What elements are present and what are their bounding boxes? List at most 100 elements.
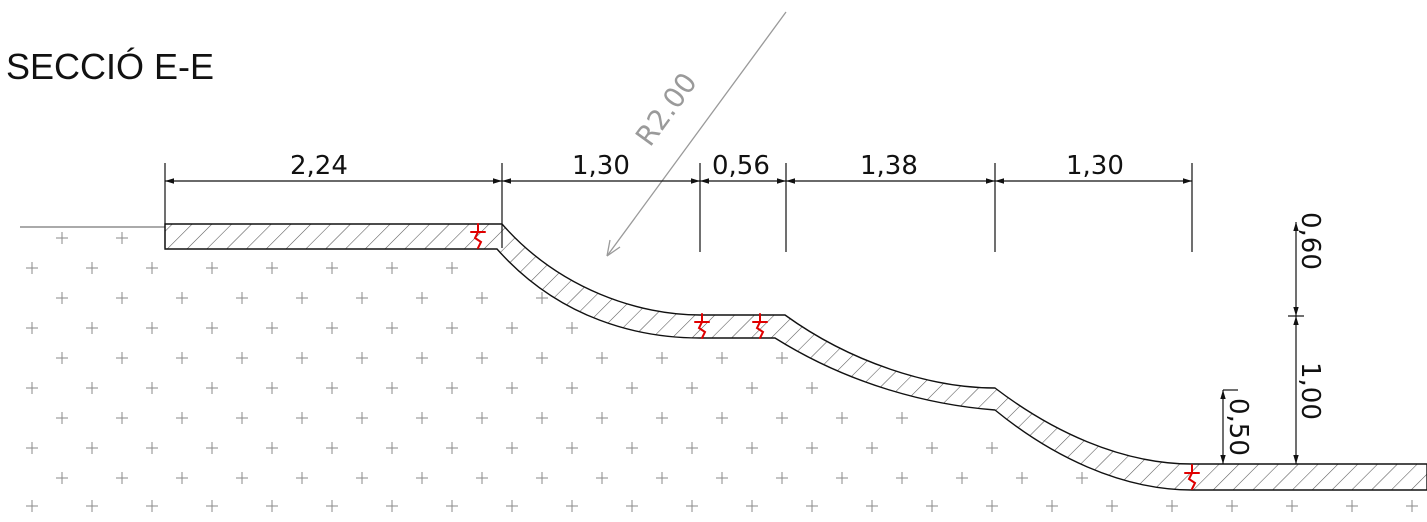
ground-cross-mark bbox=[26, 500, 38, 512]
ground-cross-mark bbox=[1226, 500, 1238, 512]
ground-cross-mark bbox=[1076, 472, 1088, 484]
ground-cross-mark bbox=[26, 382, 38, 394]
radius-leader: R2.00 bbox=[606, 11, 787, 257]
ground-cross-mark bbox=[326, 382, 338, 394]
dim-height-1: 0,60 bbox=[1295, 212, 1325, 270]
ground-cross-mark bbox=[656, 352, 668, 364]
ground-cross-mark bbox=[356, 292, 368, 304]
ground-cross-mark bbox=[626, 382, 638, 394]
ground-cross-mark bbox=[146, 500, 158, 512]
ground-cross-mark bbox=[86, 442, 98, 454]
ground-cross-mark bbox=[596, 352, 608, 364]
ground-cross-mark bbox=[446, 262, 458, 274]
ground-cross-mark bbox=[656, 412, 668, 424]
ground-cross-mark bbox=[506, 322, 518, 334]
ground-cross-mark bbox=[1286, 500, 1298, 512]
section-title: SECCIÓ E-E bbox=[6, 46, 215, 87]
ground-cross-mark bbox=[56, 352, 68, 364]
horizontal-dimensions bbox=[164, 163, 1193, 252]
ground-cross-mark bbox=[686, 500, 698, 512]
ground-cross-mark bbox=[86, 500, 98, 512]
ground-cross-mark bbox=[116, 292, 128, 304]
ground-cross-mark bbox=[446, 442, 458, 454]
ground-cross-mark bbox=[266, 382, 278, 394]
ground-cross-mark bbox=[656, 472, 668, 484]
dim-width-4: 1,38 bbox=[860, 151, 918, 181]
ground-cross-mark bbox=[56, 292, 68, 304]
ground-cross-mark bbox=[416, 412, 428, 424]
ground-cross-mark bbox=[746, 500, 758, 512]
ground-cross-mark bbox=[566, 500, 578, 512]
ground-cross-mark bbox=[356, 412, 368, 424]
ground-cross-mark bbox=[446, 322, 458, 334]
ground-cross-mark bbox=[626, 442, 638, 454]
ground-cross-mark bbox=[446, 500, 458, 512]
ground-cross-mark bbox=[806, 500, 818, 512]
ground-cross-mark bbox=[86, 382, 98, 394]
dim-width-3: 0,56 bbox=[712, 151, 770, 181]
ground-cross-mark bbox=[386, 500, 398, 512]
ground-cross-mark bbox=[206, 322, 218, 334]
ground-cross-mark bbox=[236, 352, 248, 364]
ground-cross-mark bbox=[1406, 500, 1418, 512]
ground-cross-mark bbox=[836, 412, 848, 424]
ground-cross-mark bbox=[56, 472, 68, 484]
ground-cross-mark bbox=[716, 352, 728, 364]
ground-cross-mark bbox=[686, 442, 698, 454]
ground-cross-mark bbox=[536, 412, 548, 424]
ground-cross-mark bbox=[776, 472, 788, 484]
ground-cross-mark bbox=[536, 472, 548, 484]
dim-height-2: 1,00 bbox=[1295, 362, 1325, 420]
joint-symbol bbox=[1184, 464, 1200, 490]
ground-cross-mark bbox=[776, 412, 788, 424]
ground-cross-mark bbox=[146, 262, 158, 274]
ground-cross-mark bbox=[146, 442, 158, 454]
ground-cross-mark bbox=[26, 442, 38, 454]
ground-cross-mark bbox=[296, 292, 308, 304]
ground-cross-mark bbox=[206, 500, 218, 512]
ground-cross-mark bbox=[176, 292, 188, 304]
ground-cross-mark bbox=[326, 500, 338, 512]
ground-cross-mark bbox=[566, 322, 578, 334]
ground-cross-mark bbox=[476, 412, 488, 424]
ground-cross-mark bbox=[386, 262, 398, 274]
ground-cross-mark bbox=[386, 442, 398, 454]
ground-cross-mark bbox=[446, 382, 458, 394]
ground-cross-mark bbox=[326, 442, 338, 454]
ground-cross-mark bbox=[1106, 500, 1118, 512]
ground-cross-mark bbox=[596, 412, 608, 424]
ground-cross-mark bbox=[476, 472, 488, 484]
ground-cross-mark bbox=[416, 472, 428, 484]
slab-profile bbox=[164, 223, 1427, 491]
ground-cross-mark bbox=[176, 412, 188, 424]
ground-cross-mark bbox=[1346, 500, 1358, 512]
joint-symbol bbox=[752, 313, 768, 339]
ground-cross-mark bbox=[296, 352, 308, 364]
ground-cross-mark bbox=[896, 412, 908, 424]
ground-cross-mark bbox=[716, 472, 728, 484]
dim-width-1: 2,24 bbox=[290, 151, 348, 181]
ground-cross-mark bbox=[206, 382, 218, 394]
joint-symbol bbox=[694, 313, 710, 339]
ground-cross-mark bbox=[686, 382, 698, 394]
ground-cross-mark bbox=[836, 472, 848, 484]
ground-cross-mark bbox=[26, 322, 38, 334]
ground-cross-mark bbox=[956, 472, 968, 484]
ground-cross-mark bbox=[986, 500, 998, 512]
ground-cross-mark bbox=[86, 262, 98, 274]
ground-cross-mark bbox=[236, 292, 248, 304]
ground-cross-mark bbox=[116, 472, 128, 484]
ground-cross-mark bbox=[296, 412, 308, 424]
ground-cross-mark bbox=[476, 352, 488, 364]
ground-cross-mark bbox=[326, 262, 338, 274]
vertical-dimensions bbox=[1220, 222, 1304, 464]
ground-cross-mark bbox=[926, 442, 938, 454]
ground-cross-mark bbox=[626, 500, 638, 512]
ground-cross-mark bbox=[266, 322, 278, 334]
ground-cross-mark bbox=[866, 500, 878, 512]
ground-cross-mark bbox=[416, 352, 428, 364]
ground-cross-mark bbox=[506, 382, 518, 394]
dim-height-3: 0,50 bbox=[1223, 398, 1253, 456]
ground-cross-mark bbox=[86, 322, 98, 334]
